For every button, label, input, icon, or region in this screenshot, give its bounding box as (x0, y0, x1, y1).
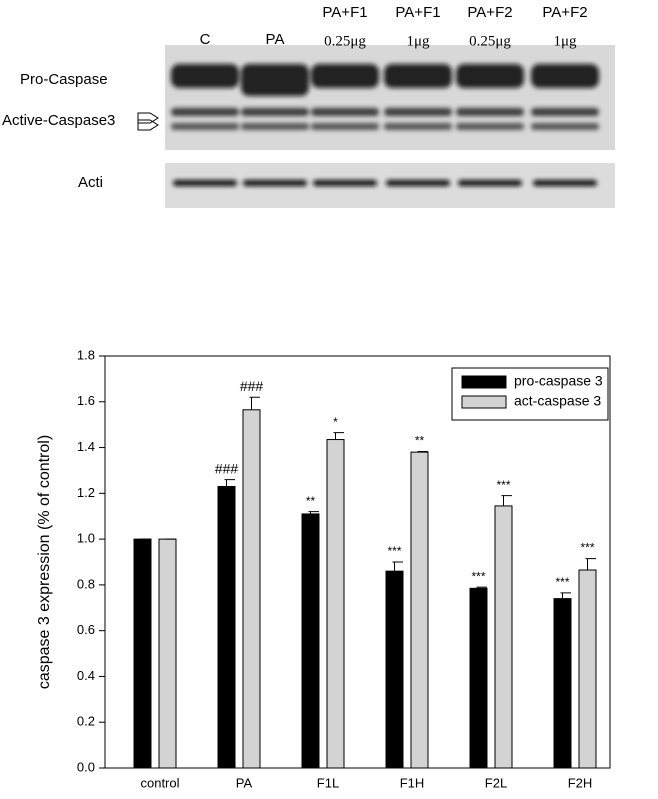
x-tick-label: F2H (568, 775, 593, 790)
band (456, 64, 524, 88)
error-bar (308, 511, 319, 514)
lane-labels: C PA PA+F1 0.25μg PA+F1 1μg PA+F2 0.25μg PA+F2 1μ… (200, 4, 588, 49)
band (311, 108, 379, 116)
bar (553, 598, 572, 769)
y-tick-label: 0.0 (77, 759, 95, 774)
x-tick-label: control (140, 775, 179, 790)
x-tick-label: F2L (485, 775, 507, 790)
y-tick-label: 1.2 (77, 485, 95, 500)
bar (158, 538, 177, 769)
plot-frame (104, 355, 611, 769)
band (386, 180, 450, 186)
significance-label: * (333, 415, 338, 429)
blot: Pro-Caspase Active-Caspase3 Acti C PA PA+F… (2, 4, 615, 208)
bar (469, 587, 488, 769)
band (243, 180, 307, 186)
blot-membrane (165, 45, 615, 150)
bar (217, 485, 236, 769)
lane-label: PA+F1 (395, 4, 440, 21)
y-axis-label: caspase 3 expression (% of control) (36, 435, 53, 689)
y-tick-label: 1.0 (77, 531, 95, 546)
band (173, 180, 237, 186)
significance-label: ** (415, 434, 425, 448)
x-tick-label: F1H (400, 775, 425, 790)
y-tick-label: 1.6 (77, 393, 95, 408)
lane-label: PA+F2 (542, 4, 587, 21)
band (533, 180, 597, 186)
significance-label: ** (306, 494, 316, 508)
error-bar (560, 592, 571, 599)
band (311, 64, 379, 88)
bar (385, 570, 404, 769)
significance-label: *** (496, 478, 510, 492)
legend-label: pro-caspase 3 (514, 373, 603, 389)
significance-label: *** (580, 541, 594, 555)
error-bar (224, 479, 235, 487)
lane-label: 1μg (406, 33, 430, 49)
x-tick-label: PA (236, 775, 253, 790)
y-tick-label: 0.8 (77, 576, 95, 591)
x-tick-label: F1L (317, 775, 339, 790)
significance-label: ### (215, 460, 239, 476)
y-tick-label: 1.8 (77, 347, 95, 362)
band (171, 64, 239, 88)
band (456, 123, 524, 130)
lane-label: PA+F2 (467, 4, 512, 21)
bar (410, 451, 429, 769)
bar (301, 513, 320, 769)
legend-label: act-caspase 3 (514, 393, 601, 409)
error-bar (501, 495, 512, 506)
significance-label: *** (471, 569, 485, 583)
bands (171, 64, 599, 186)
significance-label: ### (240, 378, 264, 394)
legend-swatch (461, 395, 507, 409)
bar (326, 439, 345, 769)
lane-label: 0.25μg (469, 33, 511, 49)
lane-label: PA (266, 31, 285, 48)
error-bar (249, 396, 260, 410)
band (171, 123, 239, 130)
lane-label: 1μg (553, 33, 577, 49)
bar (578, 569, 597, 769)
row-label: Acti (78, 174, 103, 191)
significance-label: *** (387, 544, 401, 558)
bar (133, 538, 152, 769)
legend-swatch (461, 375, 507, 389)
error-bar (392, 561, 403, 572)
band (311, 123, 379, 130)
lane-label: C (200, 31, 211, 48)
lane-label: 0.25μg (324, 33, 366, 49)
y-tick-label: 0.6 (77, 622, 95, 637)
error-bar (476, 586, 487, 589)
band (458, 180, 522, 186)
lane-label: PA+F1 (322, 4, 367, 21)
chart: 0.0 0.2 0.4 0.6 0.8 1.0 1.2 1.4 1.6 1.8 control PA #… (77, 347, 611, 790)
band (384, 108, 452, 116)
band (531, 64, 599, 88)
y-tick-label: 1.4 (77, 439, 95, 454)
band (384, 123, 452, 130)
band (241, 108, 309, 116)
band (313, 180, 377, 186)
bar (242, 409, 261, 769)
error-bar (333, 432, 344, 440)
band (531, 123, 599, 130)
y-tick-label: 0.2 (77, 714, 95, 729)
significance-label: *** (555, 575, 569, 589)
band (171, 108, 239, 116)
band (531, 108, 599, 116)
band (241, 64, 309, 96)
error-bar (585, 558, 596, 571)
row-label: Pro-Caspase (20, 71, 108, 88)
band (384, 64, 452, 88)
band (456, 108, 524, 116)
bar (494, 505, 513, 769)
row-label: Active-Caspase3 (2, 112, 115, 129)
band (241, 123, 309, 130)
y-tick-label: 0.4 (77, 668, 95, 683)
error-bar (417, 450, 428, 453)
arrow (137, 112, 159, 131)
